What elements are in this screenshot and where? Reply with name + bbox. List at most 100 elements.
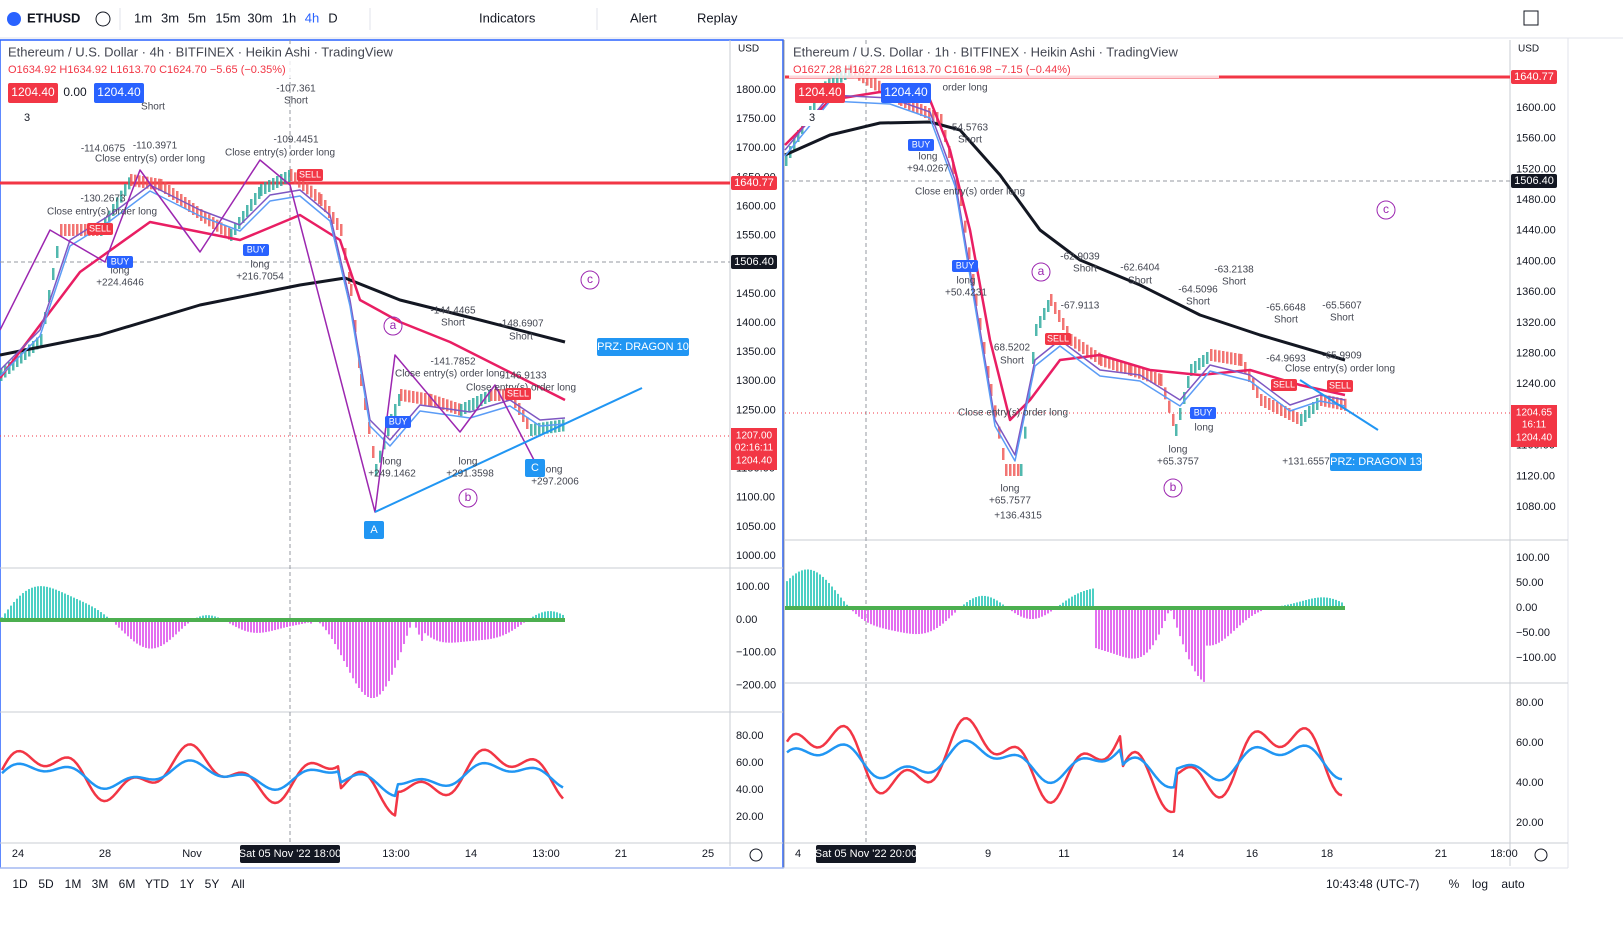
range-button[interactable]: 1D — [12, 877, 28, 891]
candle — [1292, 410, 1295, 422]
interval-button[interactable]: 5m — [188, 10, 206, 25]
time-axis-label: 9 — [985, 848, 991, 860]
candle — [1206, 352, 1209, 364]
interval-button[interactable]: 1h — [282, 10, 296, 25]
candle — [1260, 394, 1263, 406]
replay-button[interactable]: Replay — [697, 10, 738, 25]
order-button[interactable]: 1204.40 — [97, 85, 141, 99]
signal-tag: BUY — [912, 139, 931, 149]
range-button[interactable]: 5D — [38, 877, 54, 891]
strategy-annotation: long — [383, 457, 402, 468]
candle — [408, 390, 411, 403]
candle — [534, 423, 537, 436]
candle — [398, 394, 401, 406]
signal-tag-bg — [1271, 379, 1297, 391]
rsi-signal — [1, 759, 564, 798]
strategy-annotation: long — [1195, 423, 1214, 434]
clock: 10:43:48 (UTC-7) — [1326, 877, 1419, 891]
bar-countdown: 02:16:11 — [735, 443, 774, 454]
candle — [242, 211, 245, 223]
interval-button[interactable]: 4h — [305, 10, 319, 25]
candle — [290, 169, 293, 181]
order-button[interactable]: 1204.40 — [798, 85, 842, 99]
range-button[interactable]: All — [231, 877, 244, 891]
signal-tag: SELL — [507, 388, 529, 398]
candle — [1062, 318, 1065, 330]
candle — [360, 374, 363, 386]
time-axis-label: 4 — [795, 848, 801, 860]
interval-button[interactable]: D — [328, 10, 337, 25]
candle — [968, 247, 971, 260]
strategy-annotation: +224.4646 — [96, 278, 144, 289]
candle — [546, 421, 549, 434]
candle — [212, 217, 215, 229]
interval-button[interactable]: 1m — [134, 10, 152, 25]
candle — [1240, 354, 1243, 366]
candle — [1324, 394, 1327, 407]
candle — [387, 424, 390, 436]
strategy-annotation: long — [919, 152, 938, 163]
interval-button[interactable]: 30m — [247, 10, 272, 25]
percent-toggle[interactable]: % — [1449, 877, 1460, 891]
strategy-annotation: +136.4315 — [994, 511, 1042, 522]
candle — [1158, 373, 1161, 386]
candle — [836, 73, 839, 86]
strategy-annotation: Close entry(s) order long — [225, 148, 335, 159]
candle — [1043, 308, 1046, 320]
indicator-toggle[interactable]: 3 — [809, 112, 815, 124]
strategy-annotation: +50.4231 — [945, 288, 987, 299]
interval-button[interactable]: 3m — [161, 10, 179, 25]
strategy-annotation: -62.9039 — [1060, 252, 1100, 263]
log-toggle[interactable]: log — [1472, 877, 1488, 891]
candle — [1183, 392, 1186, 404]
order-button[interactable]: 1204.40 — [11, 85, 55, 99]
indicators-button[interactable]: Indicators — [479, 10, 536, 25]
range-button[interactable]: 1M — [65, 877, 82, 891]
price-axis-label: 1280.00 — [1516, 348, 1556, 360]
candle — [1124, 362, 1127, 374]
range-button[interactable]: YTD — [145, 877, 169, 891]
candle — [230, 229, 233, 241]
time-axis-label: 14 — [1172, 848, 1184, 860]
ma-fast — [784, 94, 1346, 456]
alert-button[interactable]: Alert — [630, 10, 657, 25]
strategy-annotation: Short — [509, 332, 533, 343]
settings-icon[interactable] — [749, 848, 763, 862]
range-button[interactable]: 6M — [119, 877, 136, 891]
candle — [188, 200, 191, 212]
chart-title: Ethereum / U.S. Dollar · 1h · BITFINEX ·… — [793, 44, 1178, 59]
auto-toggle[interactable]: auto — [1501, 877, 1525, 891]
add-symbol[interactable] — [95, 11, 111, 27]
pattern-label: PRZ: DRAGON 10 — [597, 341, 689, 353]
strategy-annotation: +131.6557 — [1282, 457, 1330, 468]
interval-button[interactable]: 15m — [215, 10, 240, 25]
candle — [264, 182, 267, 194]
candle — [522, 410, 525, 422]
layout-button[interactable] — [1523, 10, 1539, 26]
strategy-annotation: Short — [1000, 356, 1024, 367]
oscillator-axis-label: 50.00 — [1516, 577, 1544, 589]
range-button[interactable]: 1Y — [180, 877, 195, 891]
candle — [368, 422, 371, 434]
strategy-annotation: -65.5607 — [1322, 301, 1362, 312]
signal-tag: SELL — [299, 169, 321, 179]
settings-icon[interactable] — [1534, 848, 1548, 862]
order-button[interactable]: 0.00 — [63, 85, 87, 99]
candle — [364, 398, 367, 410]
candle — [932, 110, 935, 122]
indicator-toggle[interactable]: 3 — [24, 112, 30, 124]
pattern-point: C — [531, 462, 539, 474]
range-button[interactable]: 5Y — [205, 877, 220, 891]
candle — [1032, 352, 1035, 364]
signal-tag: SELL — [1329, 380, 1351, 390]
wave-label: c — [1383, 202, 1389, 216]
candle — [1175, 424, 1178, 436]
candle — [1280, 404, 1283, 416]
order-button[interactable]: 1204.40 — [884, 85, 928, 99]
candle — [460, 404, 463, 416]
strategy-annotation: -146.9133 — [501, 371, 546, 382]
candle — [1218, 350, 1221, 363]
range-button[interactable]: 3M — [92, 877, 109, 891]
candle — [424, 393, 427, 405]
